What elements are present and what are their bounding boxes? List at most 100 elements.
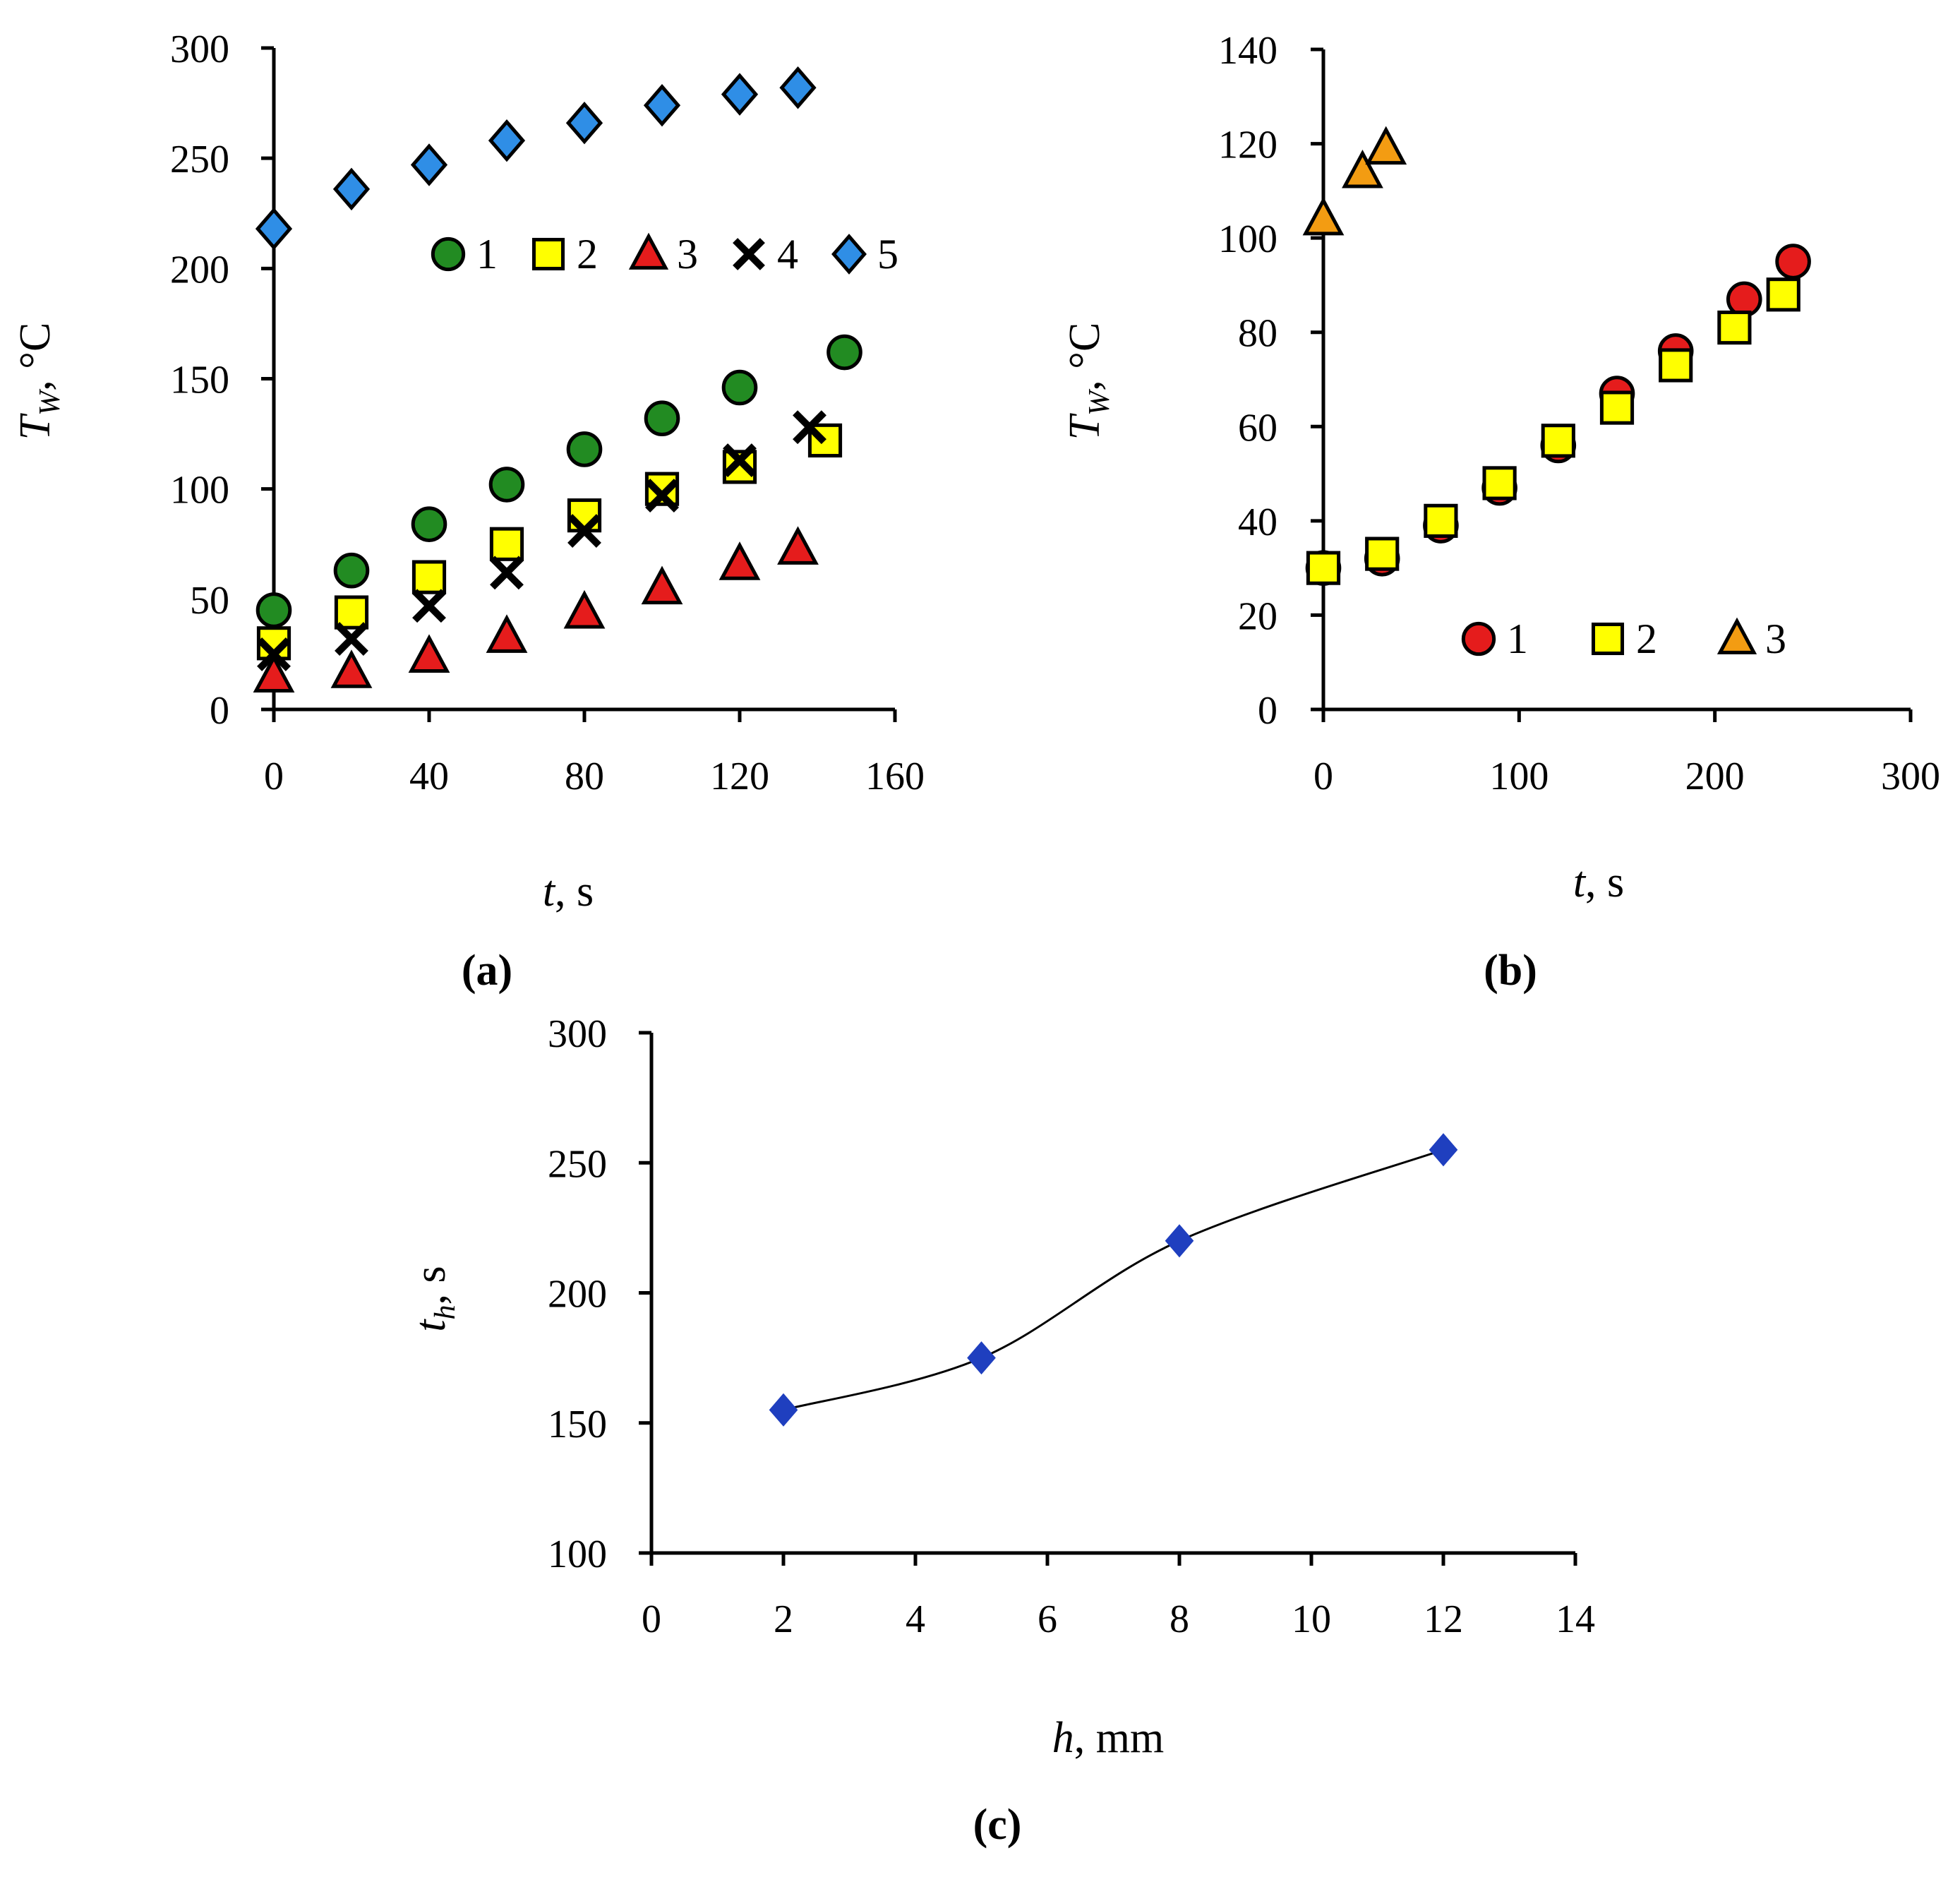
panel-b-xlabel-unit: , s bbox=[1585, 858, 1624, 906]
panel-a-data-point bbox=[645, 479, 679, 512]
panel-a-data-point bbox=[719, 541, 761, 580]
panel-a-data-point bbox=[334, 595, 369, 630]
panel-a-data-point bbox=[721, 73, 759, 116]
panel-a-data-point bbox=[410, 143, 448, 186]
panel-a-data-point bbox=[566, 431, 603, 467]
panel-c-x-tick-label: 14 bbox=[1556, 1597, 1595, 1641]
panel-a-data-point bbox=[567, 514, 601, 548]
panel-c-x-tick-label: 8 bbox=[1170, 1597, 1189, 1641]
panel-a-data-point bbox=[488, 467, 525, 503]
panel-b-data-point bbox=[1659, 348, 1693, 383]
panel-a-legend-label: 4 bbox=[777, 231, 798, 277]
panel-a-series-4 bbox=[257, 410, 826, 671]
panel-b-series-1 bbox=[1305, 244, 1811, 586]
panel-c-x-tick-label: 6 bbox=[1038, 1597, 1057, 1641]
panel-c-data-point bbox=[1429, 1133, 1458, 1167]
panel-b-x-tick-label: 200 bbox=[1685, 755, 1745, 798]
panel-c-ylabel-sub: h bbox=[429, 1305, 462, 1319]
panel-a-legend-marker bbox=[628, 232, 669, 270]
panel-b-y-tick-label: 80 bbox=[1238, 312, 1277, 356]
panel-a-data-point bbox=[333, 552, 370, 589]
panel-a-legend-marker bbox=[531, 237, 565, 271]
panel-a-data-point bbox=[253, 654, 295, 693]
panel-a-x-tick-label: 120 bbox=[710, 755, 769, 798]
panel-a-data-point bbox=[488, 119, 526, 162]
panel-a-data-point bbox=[793, 410, 826, 445]
panel-b-y-tick-label: 120 bbox=[1218, 124, 1277, 167]
panel-a-legend-marker bbox=[831, 234, 867, 275]
panel-b-x-tick-label: 100 bbox=[1489, 755, 1549, 798]
panel-a-y-tick-label: 0 bbox=[210, 689, 229, 733]
panel-a-legend-marker bbox=[733, 238, 765, 270]
panel-a-y-tick-label: 250 bbox=[170, 138, 229, 181]
panel-c-series-t_h bbox=[769, 1133, 1458, 1427]
panel-b-data-point bbox=[1775, 244, 1811, 280]
panel-b-data-point bbox=[1726, 281, 1762, 318]
panel-b-legend-marker bbox=[1591, 622, 1625, 656]
panel-b-data-point bbox=[1766, 277, 1800, 312]
panel-a-data-point bbox=[411, 506, 447, 542]
panel-b-data-point bbox=[1541, 424, 1575, 458]
panel-a-xlabel-unit: , s bbox=[555, 868, 594, 916]
panel-b-data-point bbox=[1302, 196, 1345, 236]
panel-b-xlabel: t, s bbox=[1573, 858, 1624, 906]
panel-b-data-point bbox=[1306, 551, 1341, 585]
panel-c-x-tick-label: 10 bbox=[1292, 1597, 1331, 1641]
panel-a-data-point bbox=[255, 207, 293, 251]
panel-a-data-point bbox=[723, 443, 757, 477]
panel-b-series-3 bbox=[1302, 126, 1407, 236]
panel-a-data-point bbox=[335, 622, 368, 656]
panel-a-y-tick-label: 150 bbox=[170, 359, 229, 402]
panel-c-axes: 0 2 4 6 8 10 12 14 100 150 200 250 300 bbox=[548, 1012, 1595, 1641]
panel-a-legend-marker bbox=[431, 236, 466, 272]
panel-b-legend-label: 2 bbox=[1636, 616, 1657, 662]
panel-c-label: (c) bbox=[973, 1801, 1022, 1849]
panel-a-series-3 bbox=[253, 526, 819, 693]
panel-c-y-tick-label: 300 bbox=[548, 1012, 607, 1056]
panel-a-data-point bbox=[641, 565, 683, 605]
panel-b-ylabel-unit: , °C bbox=[1061, 323, 1109, 391]
panel-c-x-tick-label: 0 bbox=[642, 1597, 661, 1641]
panel-c-ylabel-var: t bbox=[407, 1319, 455, 1332]
panel-a-ylabel: TW, °C bbox=[11, 323, 66, 440]
panel-b-legend: 1 2 3 bbox=[1461, 616, 1786, 662]
panel-b-ylabel-var: T bbox=[1061, 412, 1109, 440]
panel-c-xlabel: h, mm bbox=[1052, 1714, 1164, 1762]
panel-b-data-point bbox=[1365, 126, 1407, 165]
panel-b-y-tick-label: 60 bbox=[1238, 406, 1277, 450]
panel-c-data-point bbox=[967, 1341, 996, 1375]
panel-a-legend-label: 3 bbox=[677, 231, 698, 277]
panel-b-legend-marker bbox=[1461, 621, 1496, 656]
panel-b-data-point bbox=[1342, 149, 1383, 188]
panel-a-data-point bbox=[330, 649, 373, 688]
panel-b: 0 100 200 300 0 20 40 60 80 100 120 140 TW, °C t, s… bbox=[1061, 29, 1940, 995]
panel-c-ylabel: th, s bbox=[407, 1266, 462, 1331]
panel-a-x-tick-label: 0 bbox=[264, 755, 284, 798]
panel-a-data-point bbox=[565, 101, 603, 145]
panel-a-y-tick-label: 50 bbox=[190, 579, 229, 623]
panel-a-data-point bbox=[408, 634, 450, 673]
panel-a-data-point bbox=[412, 589, 446, 623]
panel-c-x-tick-label: 2 bbox=[774, 1597, 793, 1641]
panel-b-y-tick-label: 40 bbox=[1238, 500, 1277, 544]
panel-b-xlabel-var: t bbox=[1573, 858, 1587, 906]
panel-a-data-point bbox=[721, 369, 758, 406]
panel-a-data-point bbox=[489, 527, 524, 561]
panel-a-legend-label: 1 bbox=[476, 231, 498, 277]
panel-a-data-point bbox=[257, 637, 291, 671]
panel-b-legend-label: 3 bbox=[1765, 616, 1786, 662]
panel-b-y-tick-label: 20 bbox=[1238, 594, 1277, 638]
panel-a-data-point bbox=[779, 66, 817, 109]
panel-a-data-point bbox=[490, 556, 524, 590]
panel-b-data-point bbox=[1424, 503, 1458, 538]
panel-a-ylabel-sub: W bbox=[34, 388, 66, 416]
panel-b-ylabel: TW, °C bbox=[1061, 323, 1116, 440]
panel-b-ylabel-sub: W bbox=[1083, 388, 1116, 416]
panel-c-xlabel-unit: , mm bbox=[1074, 1714, 1164, 1762]
panel-a-ylabel-var: T bbox=[11, 412, 59, 440]
panel-c-data-point bbox=[769, 1393, 798, 1427]
panel-c-y-tick-label: 200 bbox=[548, 1273, 607, 1317]
panel-a-data-point bbox=[563, 589, 606, 629]
panel-a-y-tick-label: 200 bbox=[170, 248, 229, 292]
